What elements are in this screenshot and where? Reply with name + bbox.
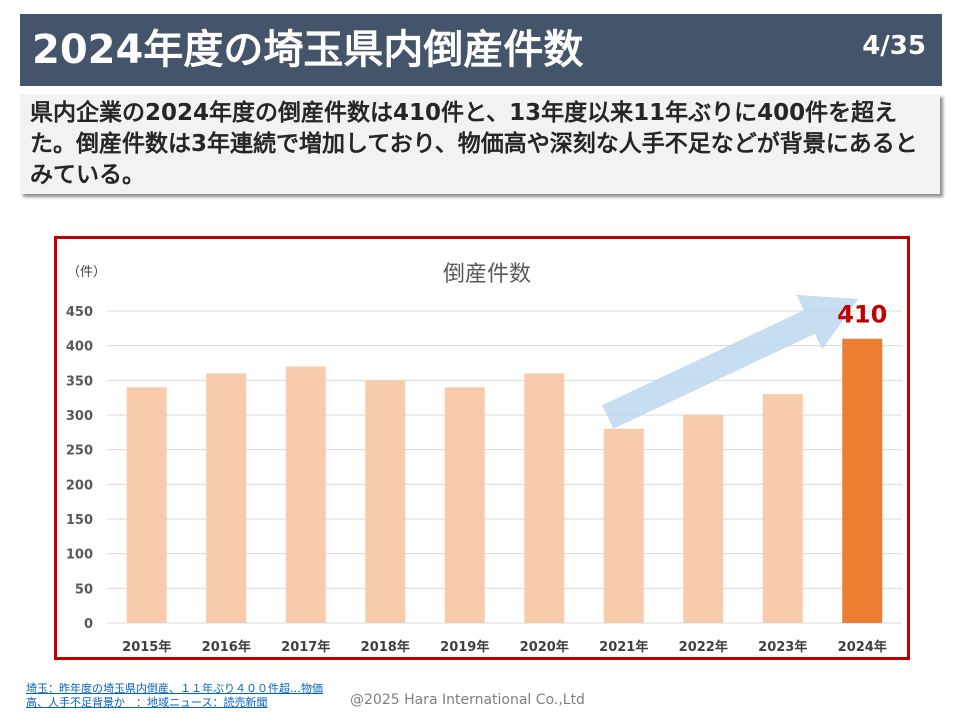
page-number: 4/35: [862, 31, 926, 61]
title-bar: 2024年度の埼玉県内倒産件数 4/35: [20, 14, 942, 86]
y-tick-label: 50: [75, 582, 93, 597]
bar-2017年: [285, 366, 326, 623]
bar-2024年: [842, 338, 883, 623]
source-link[interactable]: 埼玉：昨年度の埼玉県内倒産、１１年ぶり４００件超…物価高、人手不足背景か ：地域…: [26, 682, 323, 709]
y-axis-unit: （件）: [67, 265, 106, 280]
trend-arrow-icon: [602, 294, 859, 429]
chart-frame: 0 50 100 150 200 250 300 350 400 450 （件） 倒産件数 2015年 2…: [54, 236, 910, 660]
y-tick-label: 100: [66, 548, 93, 563]
bar-2015年: [126, 387, 167, 623]
bar-2018年: [365, 380, 406, 623]
x-tick-label: 2023年: [758, 639, 807, 655]
summary-box: 県内企業の2024年度の倒産件数は410件と、13年度以来11年ぶりに400件を…: [20, 94, 940, 194]
bar-2019年: [444, 387, 485, 623]
x-tick-label: 2021年: [599, 639, 648, 655]
x-tick-label: 2020年: [520, 639, 569, 655]
bar-2016年: [206, 373, 247, 623]
summary-text: 県内企業の2024年度の倒産件数は410件と、13年度以来11年ぶりに400件を…: [30, 100, 918, 188]
copyright-text: @2025 Hara International Co.,Ltd: [350, 692, 585, 708]
highlight-data-label: 410: [837, 301, 887, 329]
bar-2021年: [603, 428, 644, 623]
bar-2020年: [524, 373, 565, 623]
y-tick-label: 150: [66, 513, 93, 528]
x-tick-label: 2019年: [440, 639, 489, 655]
x-tick-label: 2022年: [679, 639, 728, 655]
y-tick-label: 300: [66, 409, 93, 424]
chart-title: 倒産件数: [443, 262, 531, 287]
y-tick-label: 250: [66, 444, 93, 459]
bar-chart: 0 50 100 150 200 250 300 350 400 450 （件） 倒産件数 2015年 2…: [66, 262, 902, 655]
x-tick-label: 2017年: [281, 639, 330, 655]
bar-2022年: [683, 415, 724, 623]
y-tick-label: 350: [66, 374, 93, 389]
y-tick-label: 0: [84, 617, 93, 632]
x-tick-label: 2015年: [122, 639, 171, 655]
page-title: 2024年度の埼玉県内倒産件数: [32, 27, 584, 73]
bar-2023年: [762, 394, 803, 623]
y-tick-label: 450: [66, 305, 93, 320]
y-tick-label: 400: [66, 340, 93, 355]
x-tick-label: 2016年: [202, 639, 251, 655]
x-tick-label: 2018年: [361, 639, 410, 655]
y-tick-label: 200: [66, 478, 93, 493]
x-tick-label: 2024年: [838, 639, 887, 655]
